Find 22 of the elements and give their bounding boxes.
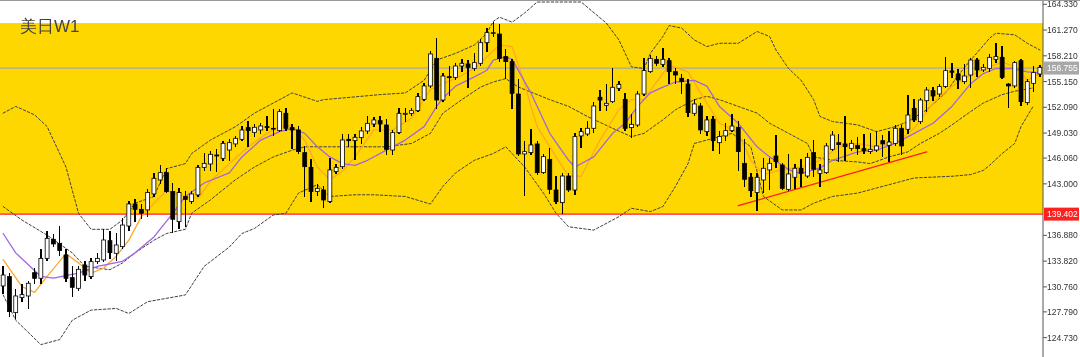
y-tick-label: 164.330 — [1047, 0, 1078, 10]
y-tick-label: 146.060 — [1047, 153, 1078, 164]
text: 美日W1 — [20, 17, 80, 36]
y-tick-label: 149.030 — [1047, 128, 1078, 139]
y-tick-label: 155.150 — [1047, 76, 1078, 87]
ref-line-label: 156.755 — [1047, 63, 1078, 74]
y-tick-label: 158.210 — [1047, 50, 1078, 61]
candlestick — [603, 84, 609, 111]
y-tick-label: 161.270 — [1047, 25, 1078, 36]
candlestick — [999, 45, 1005, 80]
candlestick — [679, 74, 685, 95]
y-tick-label: 133.820 — [1047, 256, 1078, 267]
candlestick — [773, 135, 779, 169]
y-tick-label: 124.730 — [1047, 332, 1078, 343]
y-tick-label: 152.090 — [1047, 102, 1078, 113]
y-tick-label: 130.760 — [1047, 281, 1078, 292]
y-tick-label: 136.880 — [1047, 230, 1078, 241]
y-tick-label: 127.790 — [1047, 306, 1078, 317]
candlestick — [302, 145, 308, 198]
candlestick — [597, 89, 603, 111]
ref-line-label: 139.402 — [1047, 209, 1078, 220]
y-tick-label: 143.000 — [1047, 178, 1078, 189]
